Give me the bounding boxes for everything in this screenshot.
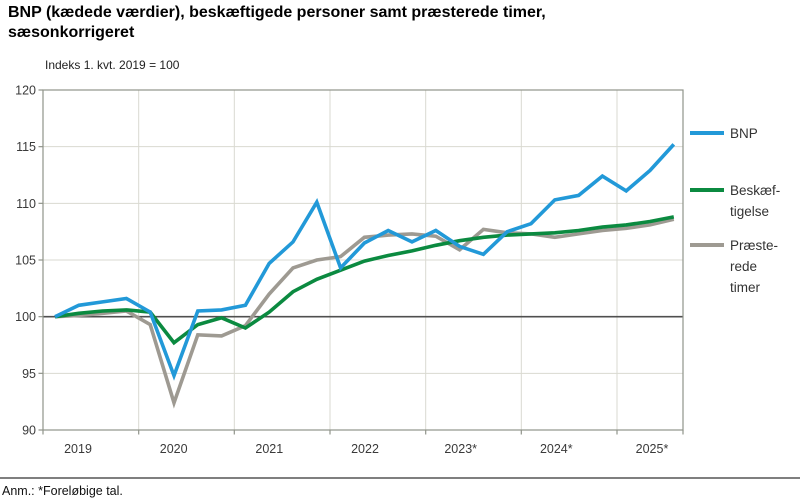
- y-axis-label: 110: [16, 197, 36, 211]
- y-axis-label: 90: [22, 424, 36, 438]
- series-line-besk-ftigelse: [54, 215, 675, 346]
- legend-swatch-bnp: [690, 131, 724, 135]
- y-axis-label: 95: [22, 367, 36, 381]
- legend-label-beskaeftigelse: Beskæf- tigelse: [730, 182, 781, 219]
- x-axis-label: 2021: [255, 442, 283, 456]
- y-axis-label: 100: [15, 310, 36, 324]
- legend-swatch-praesterede-timer: [690, 243, 724, 247]
- x-axis-label: 2025*: [636, 442, 669, 456]
- x-axis-label: 2019: [64, 442, 92, 456]
- legend-label-praesterede-timer: Præste- rede timer: [730, 237, 779, 295]
- legend-label-bnp: BNP: [730, 125, 758, 141]
- y-axis-label: 120: [15, 84, 36, 98]
- legend-item-bnp: BNP: [690, 123, 758, 144]
- chart-title-line2: sæsonkorrigeret: [8, 24, 135, 41]
- y-axis-label: 105: [15, 254, 36, 268]
- legend-item-praesterede-timer: Præste- rede timer: [690, 235, 778, 298]
- x-axis-label: 2022: [351, 442, 379, 456]
- legend-item-beskaeftigelse: Beskæf- tigelse: [690, 180, 780, 222]
- chart-title: BNP (kædede værdier), beskæftigede perso…: [8, 3, 792, 43]
- y-axis-label: 115: [16, 140, 36, 154]
- chart-title-line1: BNP (kædede værdier), beskæftigede perso…: [8, 4, 546, 21]
- x-axis-label: 2023*: [444, 442, 477, 456]
- x-axis-label: 2020: [160, 442, 188, 456]
- footnote: Anm.: *Foreløbige tal.: [2, 484, 123, 498]
- x-axis-label: 2024*: [540, 442, 573, 456]
- series-line-pr-sterede-timer: [54, 217, 675, 409]
- legend-swatch-beskaeftigelse: [690, 188, 724, 192]
- axis-unit-label: Indeks 1. kvt. 2019 = 100: [45, 58, 180, 72]
- footer-divider: [0, 477, 800, 479]
- series-line-bnp: [54, 143, 676, 381]
